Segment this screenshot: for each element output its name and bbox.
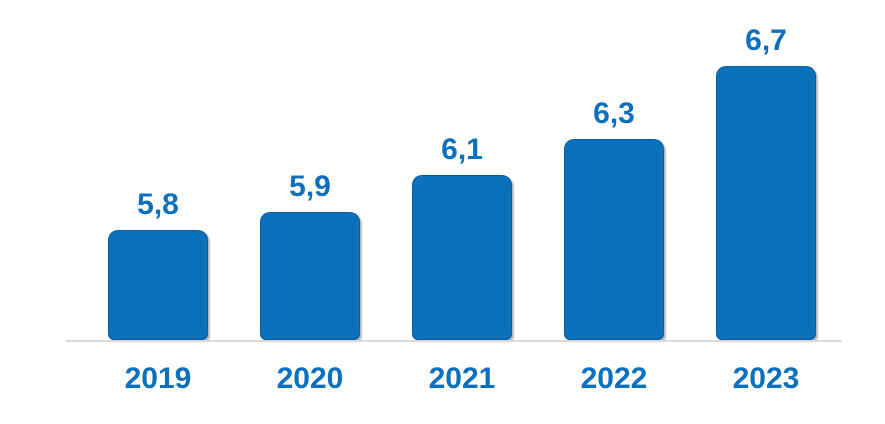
bar-group-2023: 6,7 [690,0,842,340]
bar-2023 [716,66,816,340]
bar-value-label: 5,8 [137,188,179,221]
x-tick-label: 2021 [428,362,496,395]
x-axis-labels: 2019 2020 2021 2022 2023 [82,362,842,395]
x-axis-line [66,340,842,342]
bar-2022 [564,139,664,340]
x-tick-label: 2023 [732,362,800,395]
bar-value-label: 6,7 [745,24,787,57]
x-tick-label: 2022 [580,362,648,395]
bar-group-2019: 5,8 [82,0,234,340]
bar-group-2020: 5,9 [234,0,386,340]
x-tick-label: 2020 [276,362,344,395]
bar-2021 [412,175,512,340]
bar-2019 [108,230,208,340]
bar-value-label: 6,1 [441,133,483,166]
plot-area: 5,8 5,9 6,1 6,3 6,7 [82,0,842,340]
bar-value-label: 5,9 [289,170,331,203]
bar-2020 [260,212,360,340]
bar-group-2022: 6,3 [538,0,690,340]
bar-group-2021: 6,1 [386,0,538,340]
x-tick-label: 2019 [124,362,192,395]
bar-value-label: 6,3 [593,97,635,130]
